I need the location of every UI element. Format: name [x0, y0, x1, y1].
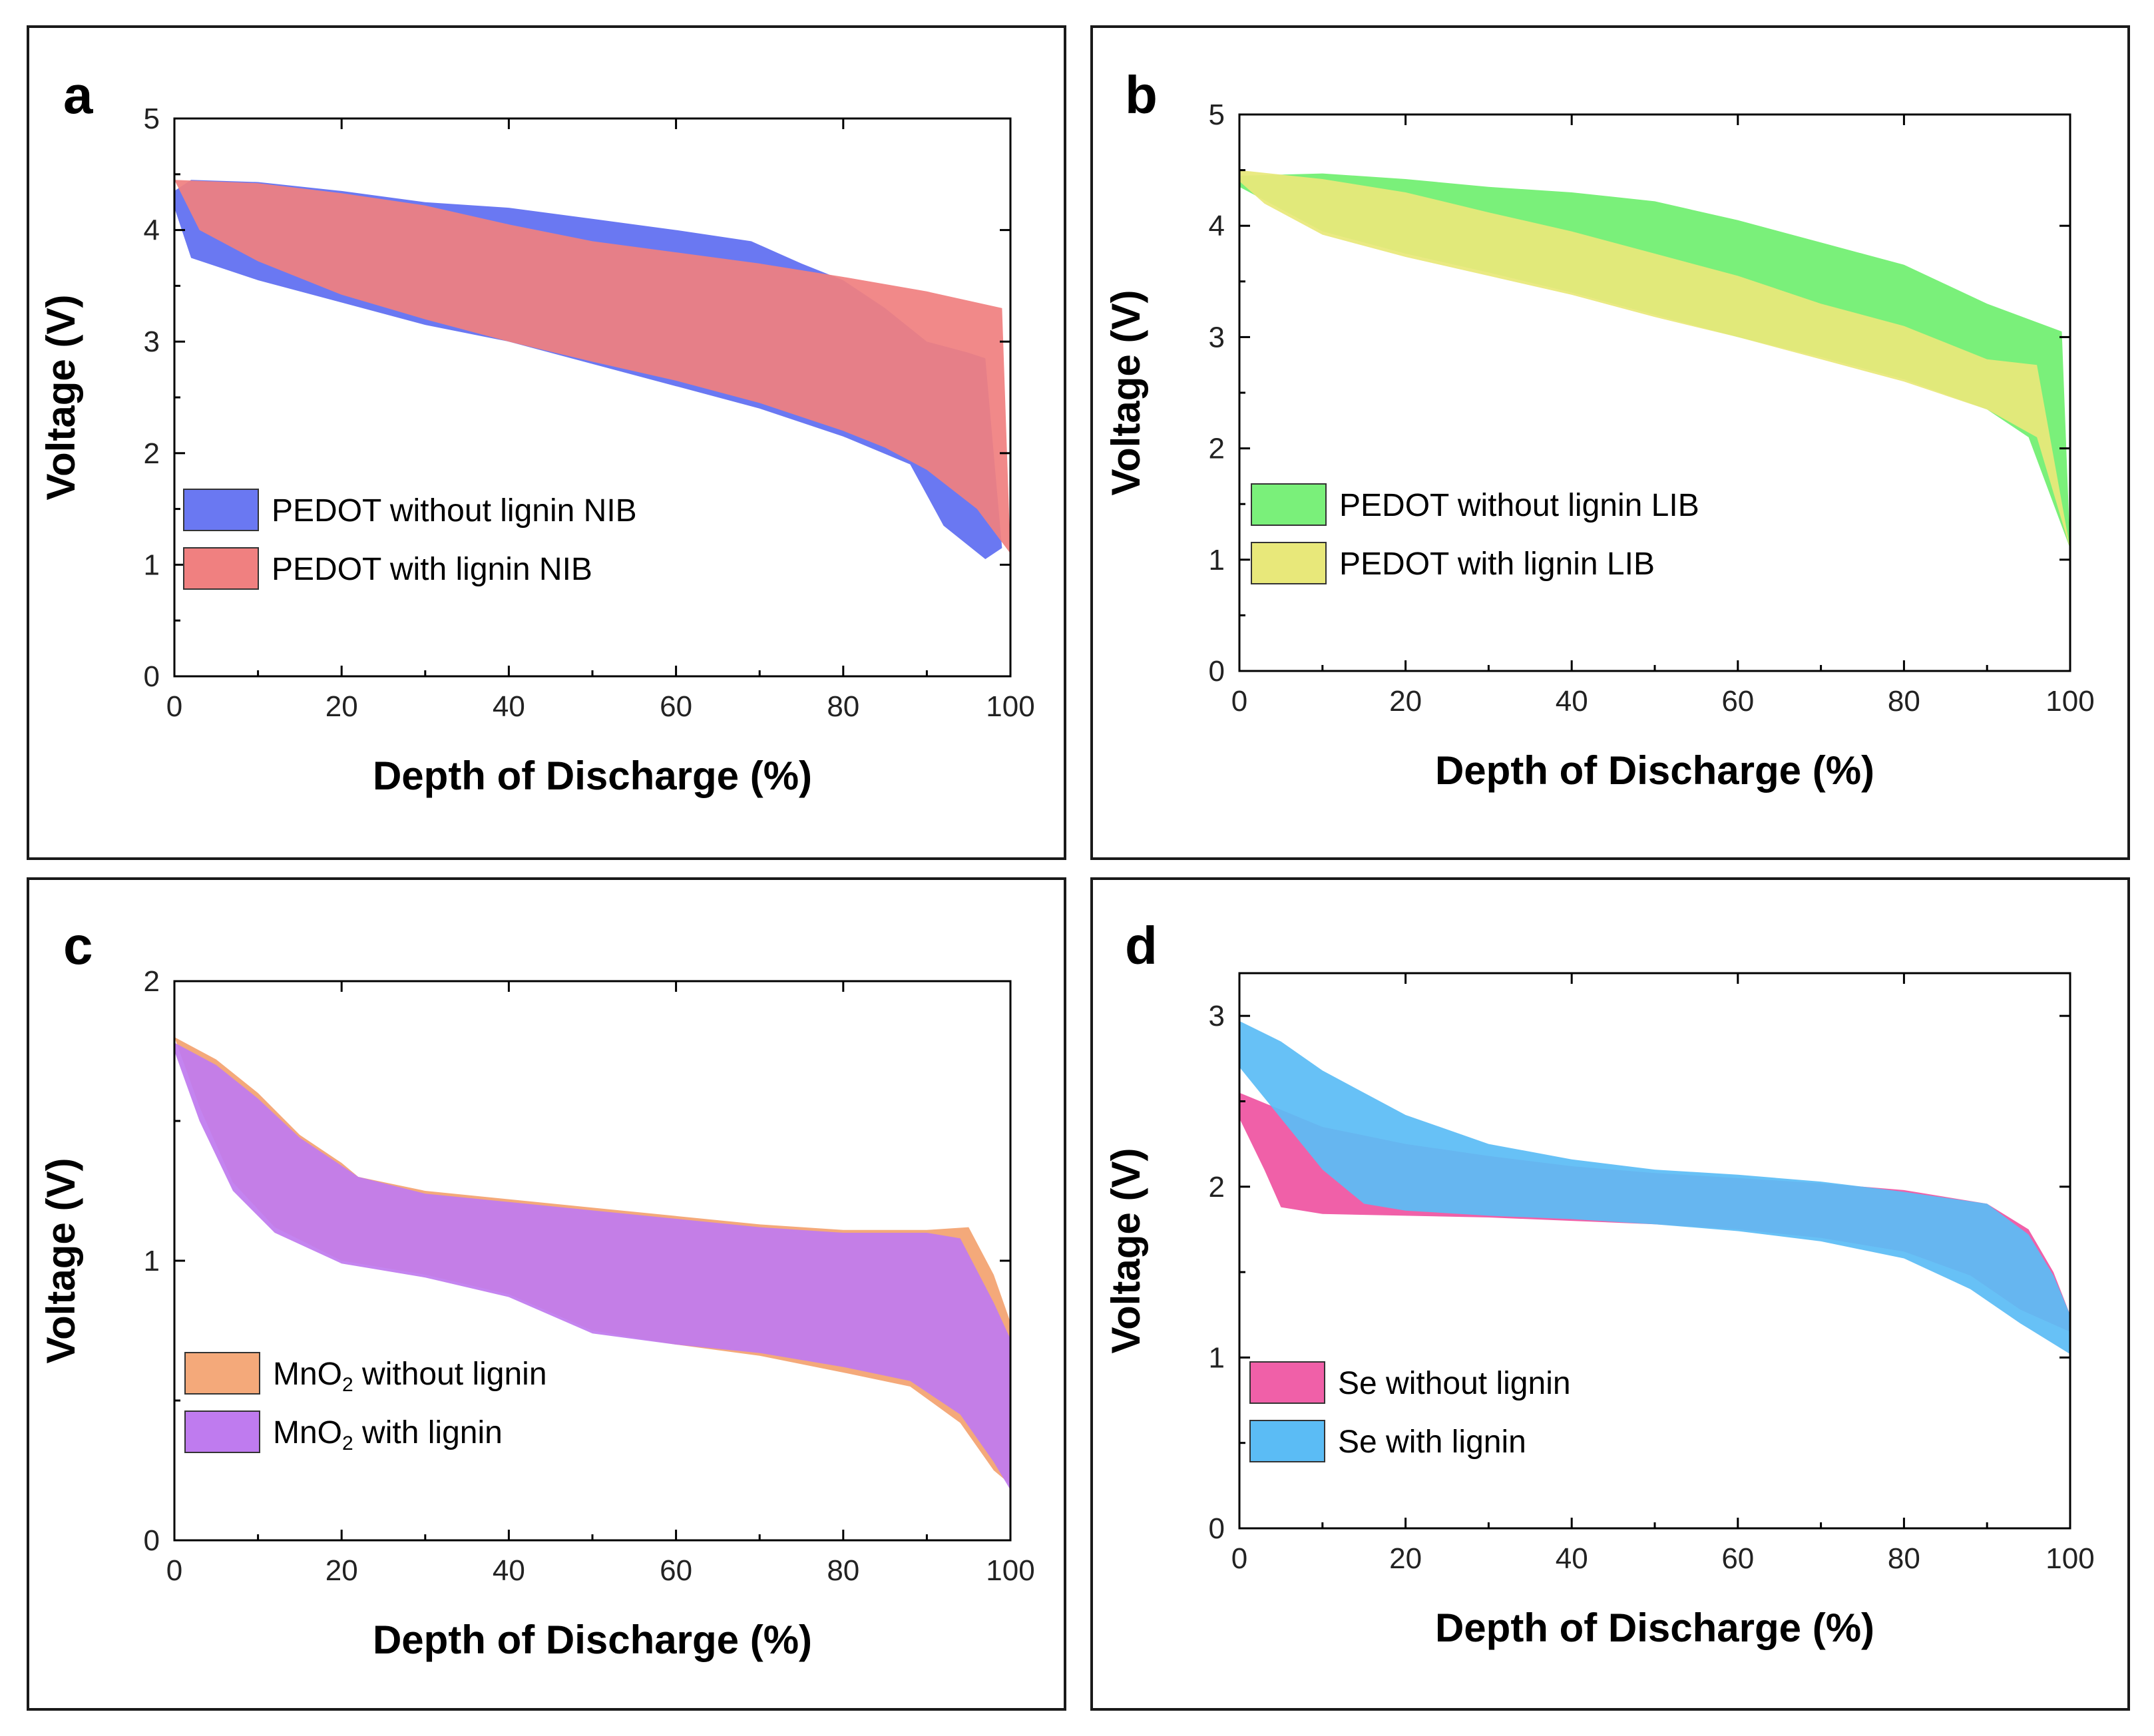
chart-panel-a: 0 20 40 60 80 100 0 1 2 3 4 5 Depth of Discharge (%)… [39, 103, 1035, 798]
x-tick-label: 60 [660, 1554, 692, 1587]
y-tick-label: 3 [1209, 321, 1225, 353]
y-axis-title: Voltage (V) [1104, 1148, 1148, 1354]
chart-panel-d: 0 20 40 60 80 100 0 1 2 3 Depth of Discharge (%) Vo… [1104, 972, 2095, 1650]
y-tick-label: 4 [144, 214, 160, 247]
legend-swatch [183, 489, 259, 531]
x-tick-label: 20 [1389, 685, 1422, 718]
legend-label: PEDOT without lignin NIB [272, 493, 637, 529]
panel-c-letter: c [63, 916, 93, 975]
chart-panel-b: 0 20 40 60 80 100 0 1 2 3 4 5 Depth of Discharge (%)… [1104, 99, 2095, 793]
y-tick-label: 1 [1209, 544, 1225, 576]
y-tick-label: 2 [1209, 433, 1225, 465]
legend-label: Se without lignin [1338, 1366, 1571, 1401]
y-tick-label: 4 [1209, 210, 1225, 242]
y-tick-label: 2 [144, 437, 160, 470]
legend-label: PEDOT with lignin NIB [272, 552, 592, 587]
y-axis-title: Voltage (V) [39, 1158, 83, 1364]
x-tick-label: 60 [1721, 1542, 1754, 1575]
x-tick-label: 80 [827, 690, 859, 723]
x-tick-label: 100 [986, 690, 1034, 723]
x-axis-title: Depth of Discharge (%) [373, 754, 812, 798]
x-tick-label: 40 [1556, 1542, 1588, 1575]
x-tick-label: 60 [1721, 685, 1754, 718]
x-tick-label: 0 [1231, 685, 1247, 718]
y-tick-label: 5 [1209, 99, 1225, 131]
panel-b-frame [1090, 25, 2130, 860]
legend-swatch [1249, 1420, 1325, 1462]
chart-panel-c: 0 20 40 60 80 100 0 1 2 Depth of Discharge (%) Vol… [39, 965, 1035, 1662]
x-tick-label: 60 [660, 690, 692, 723]
panel-d-frame [1090, 877, 2130, 1711]
legend-label: PEDOT with lignin LIB [1339, 546, 1655, 582]
legend-swatch [1249, 1361, 1325, 1404]
x-tick-label: 40 [493, 1554, 525, 1587]
legend-label: MnO2 with lignin [273, 1415, 503, 1454]
series-area-1 [1239, 173, 2070, 549]
y-tick-label: 1 [144, 548, 160, 581]
legend-swatch [1251, 483, 1327, 526]
x-tick-label: 40 [1556, 685, 1588, 718]
y-tick-label: 0 [144, 660, 160, 693]
legend-swatch [184, 1352, 260, 1395]
series-area-2 [1239, 1020, 2070, 1355]
series-area-2 [174, 1042, 1010, 1490]
legend-swatch [183, 547, 259, 590]
x-tick-label: 40 [493, 690, 525, 723]
y-tick-label: 2 [144, 965, 160, 998]
panel-b-letter: b [1125, 65, 1158, 124]
x-tick-label: 0 [1231, 1542, 1247, 1575]
panel-a-letter: a [63, 65, 93, 124]
y-tick-label: 0 [1209, 1512, 1225, 1545]
x-tick-label: 100 [2046, 685, 2094, 718]
y-tick-label: 3 [1209, 1000, 1225, 1032]
x-axis-title: Depth of Discharge (%) [373, 1618, 812, 1662]
legend-swatch [1251, 542, 1327, 584]
x-tick-label: 100 [986, 1554, 1034, 1587]
x-tick-label: 80 [1888, 1542, 1920, 1575]
y-tick-label: 1 [144, 1245, 160, 1277]
x-axis-title: Depth of Discharge (%) [1435, 1606, 1874, 1650]
x-tick-label: 20 [1389, 1542, 1422, 1575]
panel-d-letter: d [1125, 916, 1158, 975]
x-tick-label: 0 [166, 690, 182, 723]
legend-label: MnO2 without lignin [273, 1357, 547, 1396]
x-axis-title: Depth of Discharge (%) [1435, 748, 1874, 793]
y-tick-label: 0 [144, 1524, 160, 1557]
y-tick-label: 2 [1209, 1171, 1225, 1203]
legend-label: Se with lignin [1338, 1424, 1526, 1460]
y-axis-title: Voltage (V) [1104, 290, 1148, 496]
y-tick-label: 3 [144, 326, 160, 358]
x-tick-label: 80 [827, 1554, 859, 1587]
x-tick-label: 20 [325, 690, 358, 723]
legend-swatch [184, 1410, 260, 1453]
y-tick-label: 0 [1209, 655, 1225, 688]
series-area-2 [1239, 170, 2070, 549]
series-area-2 [174, 180, 1010, 554]
legend-label: PEDOT without lignin LIB [1339, 488, 1699, 523]
x-tick-label: 80 [1888, 685, 1920, 718]
y-tick-label: 5 [144, 103, 160, 135]
x-tick-label: 20 [325, 1554, 358, 1587]
x-tick-label: 100 [2046, 1542, 2094, 1575]
y-axis-title: Voltage (V) [39, 295, 83, 501]
y-tick-label: 1 [1209, 1341, 1225, 1374]
x-tick-label: 0 [166, 1554, 182, 1587]
